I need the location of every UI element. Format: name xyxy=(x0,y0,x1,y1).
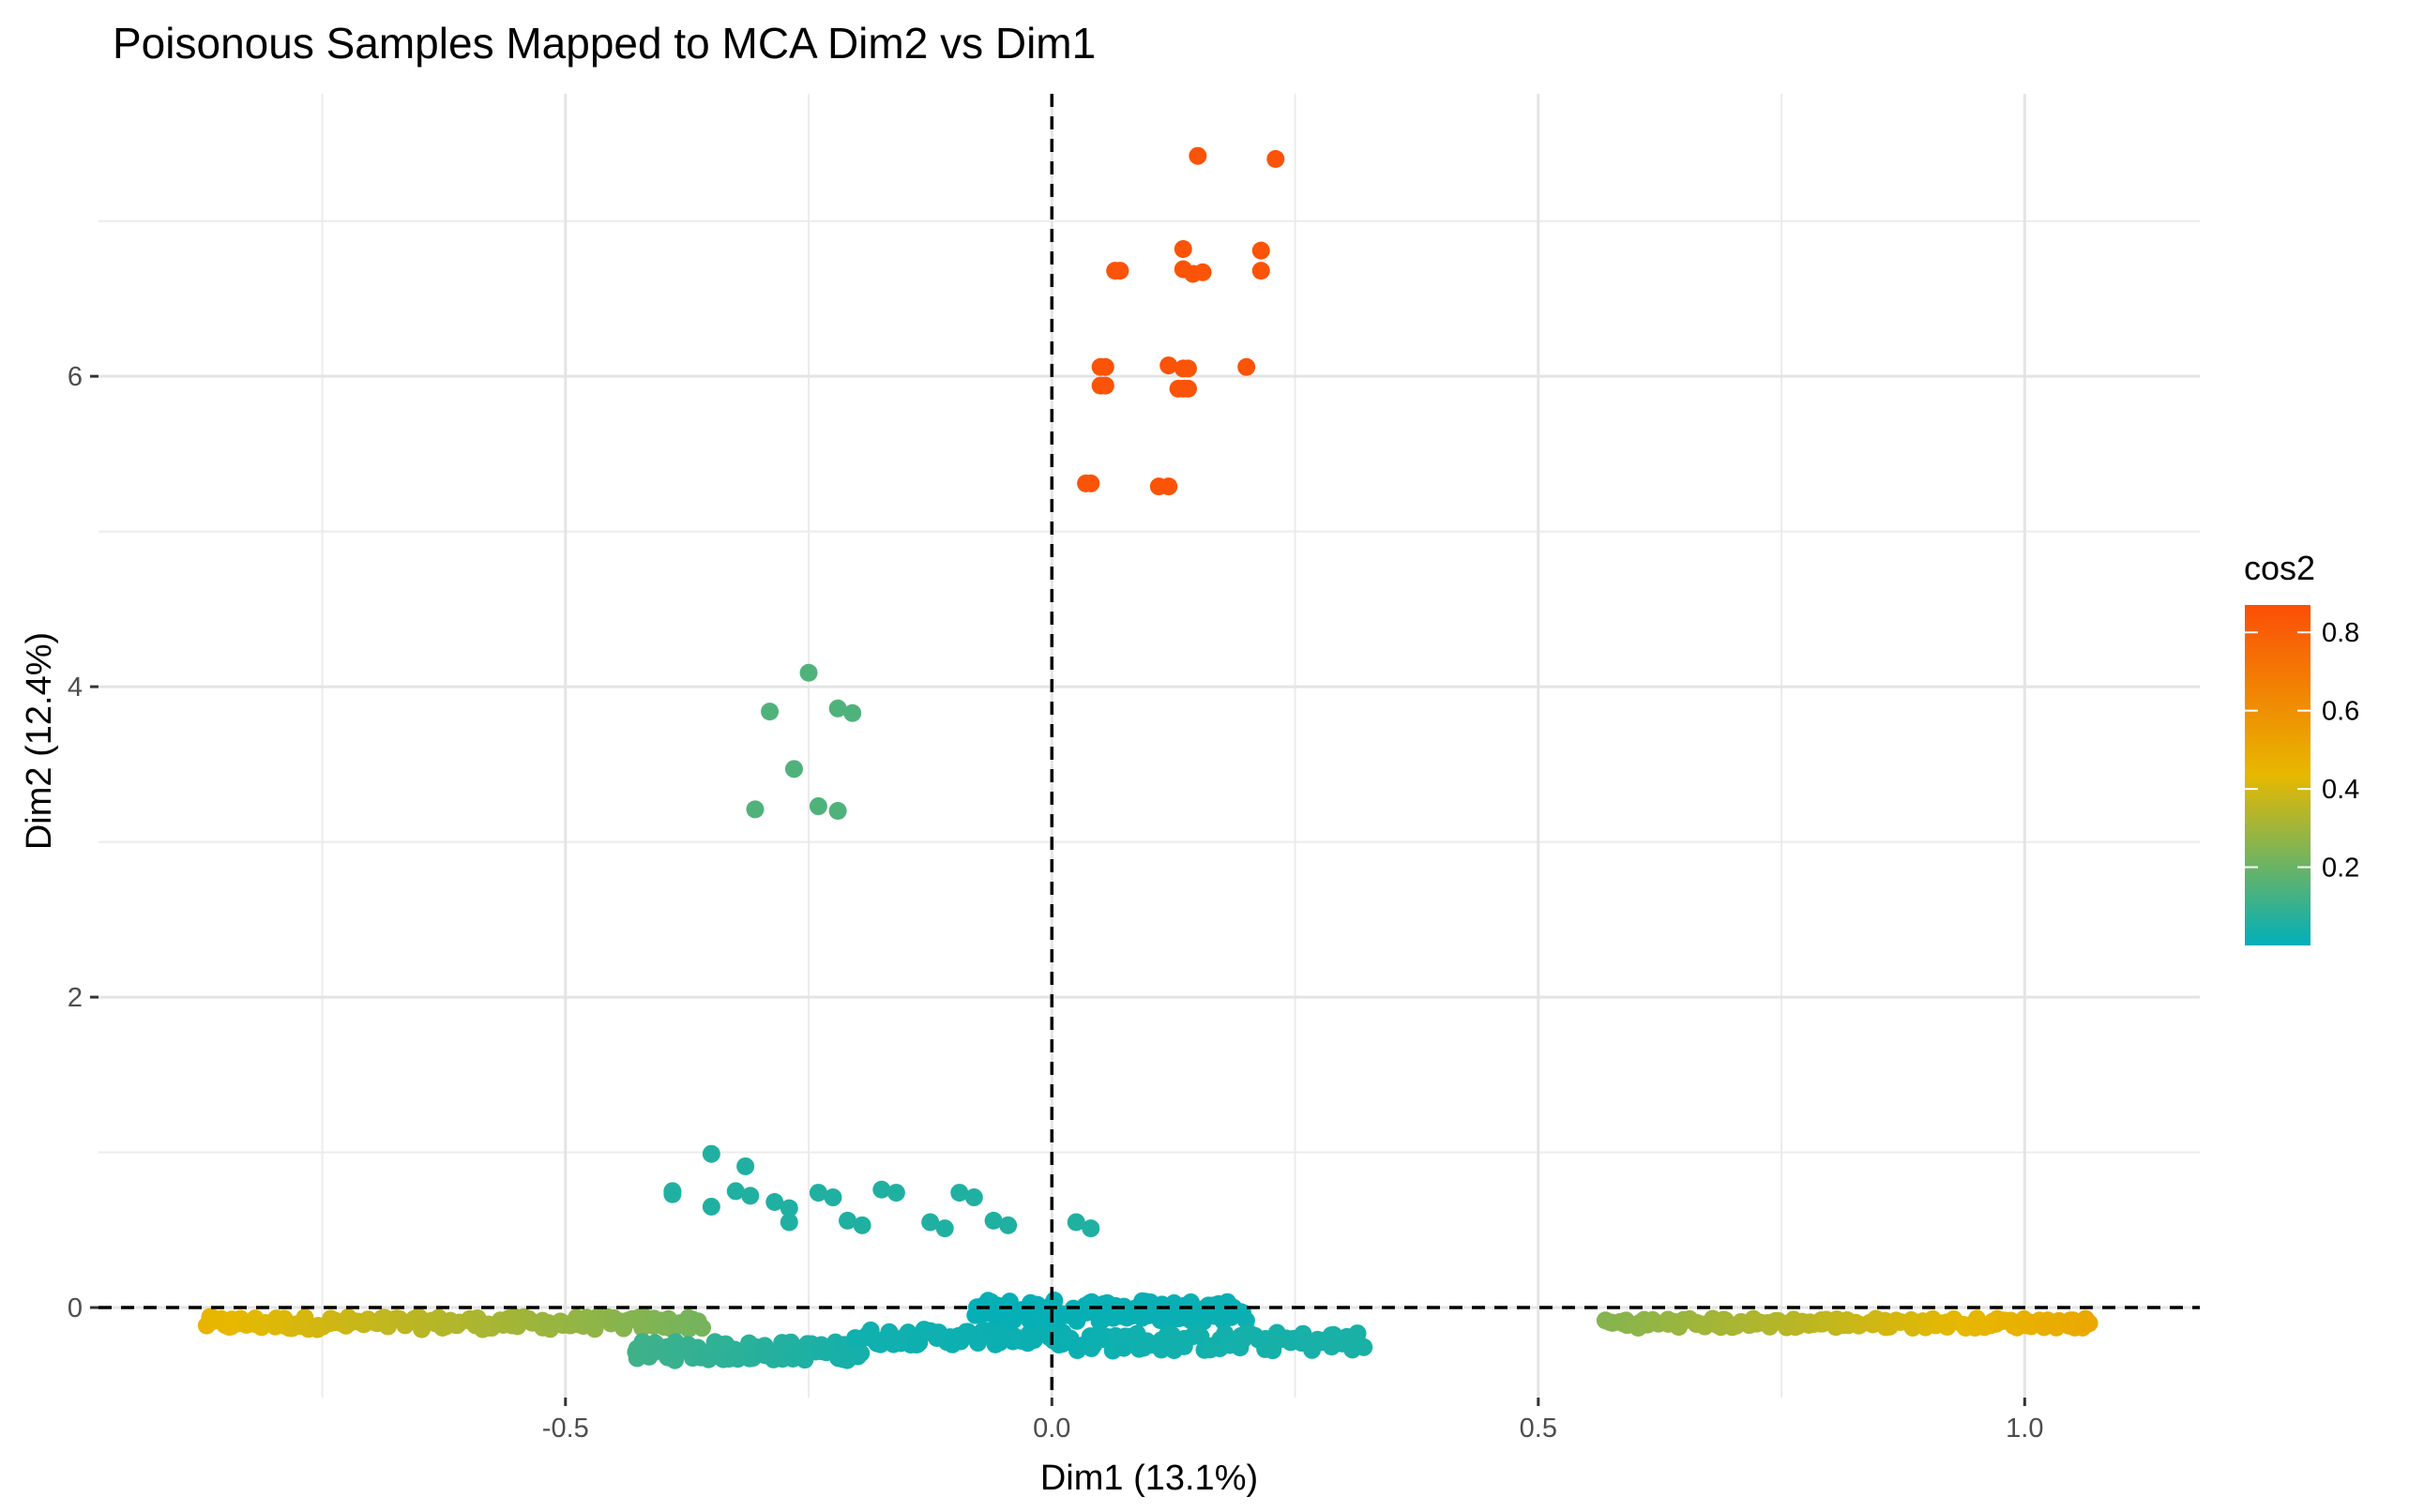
y-tick-label: 4 xyxy=(68,673,83,703)
data-point xyxy=(784,760,803,779)
data-point xyxy=(809,1184,827,1202)
data-point xyxy=(984,1211,1003,1230)
data-point xyxy=(1193,263,1212,281)
data-point xyxy=(1159,477,1178,496)
data-point xyxy=(852,1344,871,1363)
data-point xyxy=(1251,262,1270,280)
x-axis-title: Dim1 (13.1%) xyxy=(1040,1459,1258,1498)
data-point xyxy=(2080,1314,2098,1333)
data-point xyxy=(799,663,818,682)
data-point xyxy=(886,1184,905,1202)
data-point xyxy=(1237,357,1256,376)
colorbar-title: cos2 xyxy=(2244,549,2315,587)
data-point xyxy=(1251,241,1270,260)
data-point xyxy=(921,1213,940,1232)
reference-lines xyxy=(98,94,2200,1398)
axis-ticks: -0.5 0.0 0.5 1.0 0 2 4 6 xyxy=(68,362,2044,1444)
data-point xyxy=(1178,379,1197,398)
data-point xyxy=(950,1184,969,1202)
data-point xyxy=(765,1193,784,1211)
data-points xyxy=(197,146,2098,1369)
y-tick-label: 0 xyxy=(68,1293,83,1323)
x-tick-label: 1.0 xyxy=(2006,1414,2043,1444)
data-point xyxy=(761,703,780,721)
data-point xyxy=(780,1199,798,1217)
data-point xyxy=(663,1185,682,1203)
data-point xyxy=(1178,359,1197,378)
data-point xyxy=(741,1187,760,1205)
data-point xyxy=(1266,150,1285,168)
data-point xyxy=(839,1211,857,1230)
data-point xyxy=(1355,1338,1373,1356)
data-point xyxy=(726,1182,745,1201)
data-point xyxy=(1348,1324,1367,1343)
colorbar-ticks: 0.2 0.4 0.6 0.8 xyxy=(2245,618,2359,884)
x-tick-label: 0.0 xyxy=(1033,1414,1070,1444)
data-point xyxy=(702,1144,720,1163)
data-point xyxy=(828,699,847,718)
data-point xyxy=(1096,376,1114,395)
data-point xyxy=(828,802,847,820)
colorbar-legend: cos2 0.2 0.4 0.6 0.8 xyxy=(2244,549,2359,945)
data-point xyxy=(736,1157,755,1175)
data-point xyxy=(872,1180,891,1199)
data-point xyxy=(1189,146,1207,165)
data-point xyxy=(1082,1219,1100,1238)
data-point xyxy=(824,1188,842,1207)
x-tick-label: 0.5 xyxy=(1520,1414,1557,1444)
y-axis-title: Dim2 (12.4%) xyxy=(20,632,59,850)
data-point xyxy=(809,797,827,816)
data-point xyxy=(1159,356,1178,375)
data-point xyxy=(1082,474,1100,492)
data-point xyxy=(935,1219,954,1238)
y-tick-label: 6 xyxy=(68,362,83,392)
data-point xyxy=(780,1213,798,1232)
colorbar-tick-label: 0.2 xyxy=(2322,854,2359,884)
data-point xyxy=(1096,357,1114,376)
data-point xyxy=(964,1188,983,1207)
y-tick-label: 2 xyxy=(68,983,83,1013)
data-point xyxy=(1111,262,1129,280)
colorbar-tick-label: 0.6 xyxy=(2322,697,2359,727)
data-point xyxy=(1067,1213,1085,1232)
data-point xyxy=(693,1319,712,1338)
colorbar-tick-label: 0.4 xyxy=(2322,775,2359,805)
chart-title: Poisonous Samples Mapped to MCA Dim2 vs … xyxy=(113,19,1096,68)
colorbar-tick-label: 0.8 xyxy=(2322,618,2359,648)
data-point xyxy=(702,1197,720,1216)
data-point xyxy=(746,800,765,819)
data-point xyxy=(853,1216,871,1234)
data-point xyxy=(999,1216,1018,1234)
colorbar-gradient xyxy=(2245,605,2311,945)
data-point xyxy=(1174,239,1192,258)
x-tick-label: -0.5 xyxy=(542,1414,589,1444)
data-point xyxy=(843,703,862,722)
